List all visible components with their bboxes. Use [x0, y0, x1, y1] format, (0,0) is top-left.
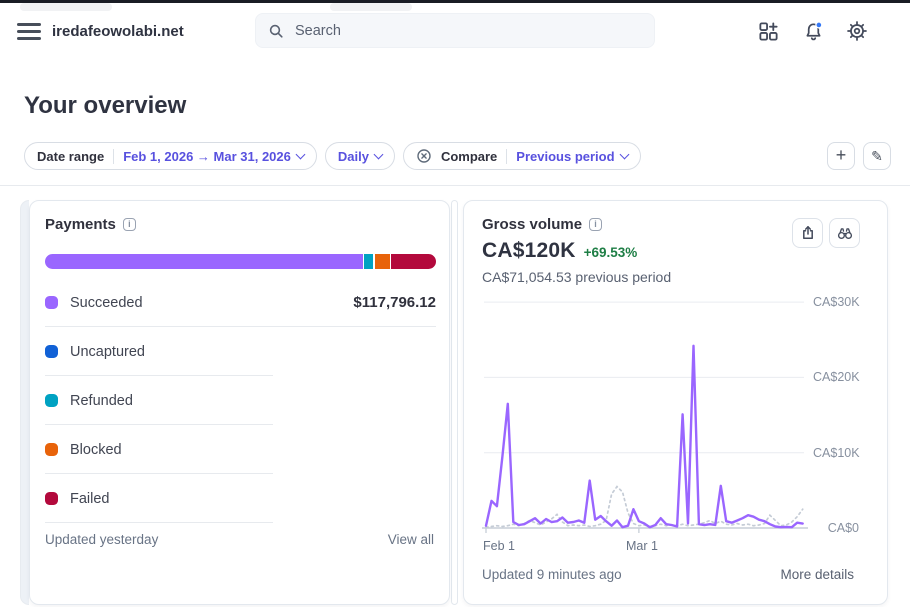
refunded-swatch	[45, 394, 58, 407]
date-range-filter[interactable]: Date range Feb 1, 2026 → Mar 31, 2026	[24, 142, 317, 170]
info-icon[interactable]	[122, 218, 136, 231]
bar-segment-blocked	[374, 254, 390, 269]
y-axis-label-20k: CA$20K	[813, 370, 860, 384]
payments-card-title: Payments	[45, 216, 136, 233]
card-peek-left	[20, 200, 29, 605]
notifications-bell-icon[interactable]	[801, 19, 825, 43]
payments-row-failed[interactable]: Failed	[45, 474, 436, 523]
x-axis-label-mar1: Mar 1	[626, 539, 658, 553]
top-skeleton-bar	[330, 3, 412, 11]
payments-row-refunded[interactable]: Refunded	[45, 376, 436, 425]
gross-volume-chart	[482, 301, 808, 533]
y-axis-label-0: CA$0	[827, 521, 859, 535]
compare-label: Compare	[440, 148, 498, 164]
chevron-down-icon	[619, 149, 629, 160]
payments-row-uncaptured[interactable]: Uncaptured	[45, 327, 436, 376]
divider	[506, 148, 508, 164]
page-title: Your overview	[24, 92, 187, 119]
remove-compare-icon[interactable]	[416, 148, 432, 164]
binoculars-icon	[836, 224, 854, 242]
info-icon[interactable]	[589, 218, 603, 231]
top-skeleton-bar	[20, 3, 112, 11]
explore-button[interactable]	[829, 218, 860, 248]
card-peek-middle	[451, 200, 458, 605]
search-input[interactable]	[293, 21, 627, 40]
export-button[interactable]	[792, 218, 823, 248]
granularity-value[interactable]: Daily	[338, 149, 384, 164]
add-widget-button[interactable]: +	[827, 142, 855, 170]
bar-segment-refunded	[364, 254, 374, 269]
uncaptured-swatch	[45, 345, 58, 358]
search-icon	[268, 23, 284, 39]
date-range-label: Date range	[37, 148, 105, 164]
hamburger-menu-icon[interactable]	[17, 23, 41, 40]
granularity-filter[interactable]: Daily	[324, 142, 395, 170]
payments-card: Payments Succeeded $117,796.12 Uncapture…	[29, 200, 450, 605]
payments-row-blocked[interactable]: Blocked	[45, 425, 436, 474]
gross-volume-card: Gross volume CA$120K +69.53% CA$71	[463, 200, 888, 605]
settings-gear-icon[interactable]	[845, 19, 869, 43]
chevron-down-icon	[373, 149, 384, 160]
window-top-edge	[0, 0, 910, 3]
payments-status-list: Succeeded $117,796.12 Uncaptured Refunde…	[45, 278, 436, 523]
gross-volume-previous: CA$71,054.53 previous period	[482, 269, 672, 285]
more-details-link[interactable]: More details	[780, 567, 854, 582]
payments-distribution-bar	[45, 254, 436, 269]
apps-grid-plus-icon[interactable]	[756, 19, 780, 43]
gross-volume-amount: CA$120K	[482, 239, 576, 262]
edit-button[interactable]: ✎	[863, 142, 891, 170]
payments-updated-text: Updated yesterday	[45, 532, 159, 547]
chevron-down-icon	[295, 149, 306, 160]
merchant-name[interactable]: iredafeowolabi.net	[52, 23, 184, 40]
bar-segment-succeeded	[45, 254, 363, 269]
date-range-value[interactable]: Feb 1, 2026 → Mar 31, 2026	[123, 149, 306, 164]
x-axis-label-feb1: Feb 1	[483, 539, 515, 553]
succeeded-swatch	[45, 296, 58, 309]
bar-segment-failed	[391, 254, 436, 269]
gross-volume-delta: +69.53%	[583, 245, 638, 260]
gross-volume-card-title: Gross volume	[482, 216, 603, 233]
blocked-swatch	[45, 443, 58, 456]
filter-row: Date range Feb 1, 2026 → Mar 31, 2026 Da…	[24, 142, 641, 170]
section-divider	[0, 185, 910, 186]
compare-value[interactable]: Previous period	[516, 149, 629, 164]
notification-dot	[814, 20, 823, 29]
share-icon	[800, 225, 816, 241]
y-axis-label-10k: CA$10K	[813, 446, 860, 460]
compare-filter[interactable]: Compare Previous period	[402, 142, 641, 170]
gross-volume-updated-text: Updated 9 minutes ago	[482, 567, 622, 582]
divider	[113, 148, 115, 164]
y-axis-label-30k: CA$30K	[813, 295, 860, 309]
pencil-icon: ✎	[871, 147, 883, 164]
view-all-link[interactable]: View all	[387, 532, 434, 547]
failed-swatch	[45, 492, 58, 505]
payments-row-succeeded[interactable]: Succeeded $117,796.12	[45, 278, 436, 327]
search-bar[interactable]	[255, 13, 655, 48]
